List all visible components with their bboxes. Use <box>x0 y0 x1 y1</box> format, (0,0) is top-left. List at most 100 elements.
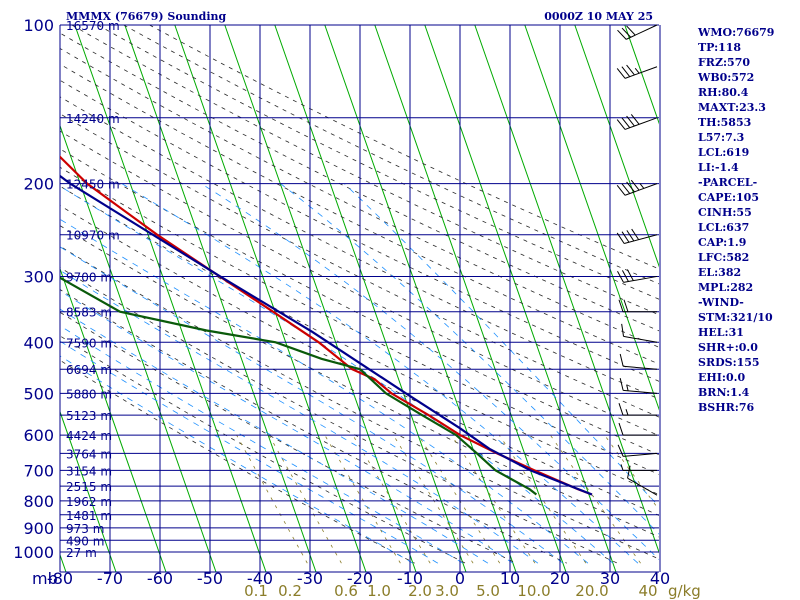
wind-barb <box>620 464 657 471</box>
mixing-ratio-line <box>324 434 401 564</box>
mixing-ratio-tick-label: 20.0 <box>575 582 608 600</box>
mixing-ratio-tick-label: 40 <box>638 582 657 600</box>
pressure-tick-label: 700 <box>23 461 54 480</box>
temperature-tick-label: -10 <box>397 569 423 588</box>
index-item: MPL:282 <box>698 281 753 294</box>
index-item: LCL:637 <box>698 221 749 234</box>
index-item: TH:5853 <box>698 116 751 129</box>
height-label: 3154 m <box>66 464 112 478</box>
mixing-ratio-tick-label: 5.0 <box>476 582 500 600</box>
index-item: WB0:572 <box>697 71 754 84</box>
isotherm-line <box>624 25 659 125</box>
wind-barb <box>627 465 658 496</box>
isotherm-line <box>60 267 167 572</box>
mixing-ratio-unit: g/kg <box>668 582 701 600</box>
isotherm-line <box>424 25 617 572</box>
pressure-unit-label: mb <box>32 569 58 588</box>
index-item: STM:321/10 <box>698 311 773 324</box>
index-item: SHR+:0.0 <box>698 341 758 354</box>
mixing-ratio-tick-label: 0.6 <box>334 582 358 600</box>
mixing-ratio-tick-label: 1.0 <box>367 582 391 600</box>
index-item: -WIND- <box>698 296 744 309</box>
isotherm-line <box>374 25 567 572</box>
wind-barb <box>618 299 657 313</box>
index-item: RH:80.4 <box>698 86 749 99</box>
series-dewpoint-line <box>60 276 538 496</box>
index-item: TP:118 <box>698 41 741 54</box>
height-label: 1481 m <box>66 509 112 523</box>
moist-adiabat-line <box>200 183 659 560</box>
isotherm-line <box>274 25 467 572</box>
temperature-tick-label: 20 <box>550 569 570 588</box>
temperature-tick-label: 0 <box>455 569 465 588</box>
wind-barb <box>618 403 657 416</box>
dry-adiabat-grid <box>60 25 659 564</box>
temperature-tick-label: -40 <box>247 569 273 588</box>
dry-adiabat-line <box>60 130 659 437</box>
mixing-ratio-tick-label: 2.0 <box>408 582 432 600</box>
vertical-grid <box>59 25 661 572</box>
index-item: L57:7.3 <box>698 131 744 144</box>
height-label: 6694 m <box>66 363 112 377</box>
pressure-labels: 100 200 300 400 500 600 700 800 900 1000 <box>13 16 54 562</box>
temperature-labels: mb-80 -70 -60 -50 -40 -30 -20 -10 0 10 20 30 40 <box>32 569 670 588</box>
index-item: CAP:1.9 <box>698 236 746 249</box>
mixing-ratio-line <box>451 434 536 564</box>
isotherm-line <box>324 25 517 572</box>
isotherm-line <box>124 25 317 572</box>
index-item: EL:382 <box>698 266 741 279</box>
temperature-tick-label: -20 <box>347 569 373 588</box>
pressure-tick-label: 400 <box>23 333 54 352</box>
height-label: 3764 m <box>66 447 112 461</box>
pressure-tick-label: 1000 <box>13 543 54 562</box>
temperature-tick-label: -80 <box>47 569 73 588</box>
index-item: HEL:31 <box>698 326 744 339</box>
wind-barbs <box>616 24 658 496</box>
height-label: 9700 m <box>66 270 112 284</box>
pressure-tick-label: 200 <box>23 175 54 194</box>
mixing-ratio-tick-label: 0.1 <box>244 582 268 600</box>
wind-barb <box>616 64 658 79</box>
index-item: EHI:0.0 <box>698 371 745 384</box>
pressure-tick-label: 500 <box>23 384 54 403</box>
isotherm-line <box>174 25 367 572</box>
dry-adiabat-line <box>60 335 466 564</box>
mixing-ratio-line <box>352 434 431 564</box>
dry-adiabat-line <box>60 289 567 564</box>
series-parcel-line <box>60 174 593 496</box>
temperature-tick-label: -30 <box>297 569 323 588</box>
index-item: LCL:619 <box>698 146 749 159</box>
mixing-ratio-tick-label: 0.2 <box>278 582 302 600</box>
isotherm-line <box>474 25 659 554</box>
isotherm-line <box>60 124 217 572</box>
height-label: 12450 m <box>66 178 120 192</box>
moist-adiabat-line <box>60 308 489 564</box>
index-item: MAXT:23.3 <box>698 101 766 114</box>
pressure-tick-label: 300 <box>23 267 54 286</box>
mixing-ratio-line <box>236 434 308 564</box>
index-item: -PARCEL- <box>698 176 757 189</box>
index-item: CAPE:105 <box>698 191 759 204</box>
dry-adiabat-line <box>60 113 659 418</box>
isotherm-line <box>574 25 659 268</box>
dry-adiabat-line <box>60 48 659 348</box>
chart-date: 0000Z 10 MAY 25 <box>544 10 653 23</box>
height-label: 10970 m <box>66 229 120 243</box>
height-labels: 16570 m 14240 m 12450 m 10970 m 9700 m 8583 m… <box>66 19 120 560</box>
index-item: LI:-1.4 <box>698 161 739 174</box>
pressure-tick-label: 600 <box>23 426 54 445</box>
chart-title: MMMX (76679) Sounding <box>66 10 227 23</box>
temperature-tick-label: 40 <box>650 569 670 588</box>
height-label: 5123 m <box>66 409 112 423</box>
indices-panel: WMO:76679 TP:118 FRZ:570 WB0:572 RH:80.4 MAXT… <box>697 26 774 414</box>
height-label: 1962 m <box>66 495 112 509</box>
temperature-tick-label: 30 <box>600 569 620 588</box>
pressure-tick-label: 900 <box>23 519 54 538</box>
height-label: 973 m <box>66 522 104 536</box>
height-label: 27 m <box>66 546 97 560</box>
moist-adiabat-line <box>60 269 539 564</box>
pressure-tick-label: 800 <box>23 492 54 511</box>
height-label: 490 m <box>66 534 104 548</box>
dry-adiabat-line <box>60 245 659 560</box>
